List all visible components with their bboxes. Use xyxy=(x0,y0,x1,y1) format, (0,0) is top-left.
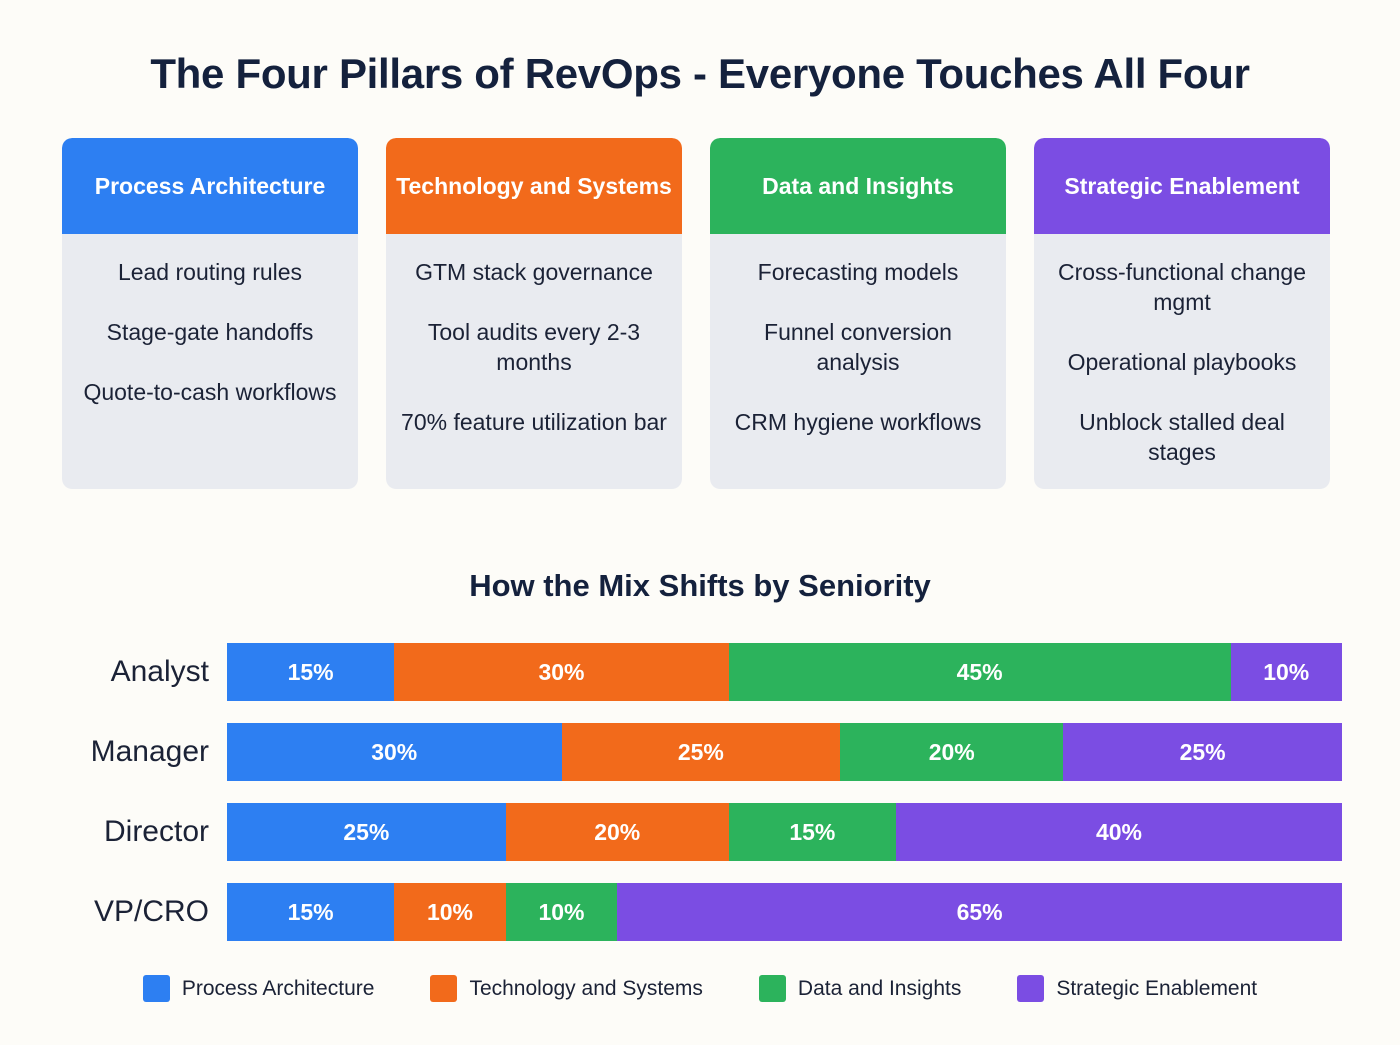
bar-segment: 15% xyxy=(227,883,395,941)
pillar-card-item: CRM hygiene workflows xyxy=(734,408,982,435)
legend-swatch-icon xyxy=(430,975,458,1002)
pillar-card-item: Forecasting models xyxy=(757,259,959,285)
pillar-card: Process Architecture Lead routing rules St… xyxy=(62,138,358,490)
bar-segment: 10% xyxy=(505,883,618,941)
bar-segment: 15% xyxy=(728,803,896,861)
bar-track: 25% 20% 15% 40% xyxy=(227,803,1342,861)
bar-segment: 40% xyxy=(896,803,1342,861)
pillar-card-item: Unblock stalled deal stages xyxy=(1079,408,1285,465)
chart-bar-row: Director 25% 20% 15% 40% xyxy=(0,792,1400,872)
bar-track: 30% 25% 20% 25% xyxy=(227,723,1342,781)
bar-segment: 45% xyxy=(728,643,1231,701)
pillar-card-body: GTM stack governance Tool audits every 2-… xyxy=(386,234,682,490)
pillar-card-item: Stage-gate handoffs xyxy=(106,318,314,345)
bar-segment: 20% xyxy=(840,723,1064,781)
legend-label: Data and Insights xyxy=(797,976,962,1000)
legend-item[interactable]: Technology and Systems xyxy=(430,975,703,1002)
pillar-card-header: Process Architecture xyxy=(62,138,358,234)
pillar-card-item: Tool audits every 2-3 months xyxy=(427,318,641,375)
pillar-card-body: Cross-functional change mgmt Operational … xyxy=(1034,234,1330,490)
pillar-card-item: Funnel conversion analysis xyxy=(764,318,952,375)
pillar-card-item: Cross-functional change mgmt xyxy=(1057,259,1307,315)
pillar-card-body: Lead routing rules Stage-gate handoffs Quo… xyxy=(62,234,358,490)
pillar-card: Strategic Enablement Cross-functional cha… xyxy=(1034,138,1330,490)
bar-segment: 10% xyxy=(394,883,506,941)
chart-title: How the Mix Shifts by Seniority xyxy=(469,568,931,603)
bar-segment: 20% xyxy=(505,803,729,861)
bar-segment: 25% xyxy=(1063,723,1342,781)
chart-bar-row: Manager 30% 25% 20% 25% xyxy=(0,712,1400,792)
bar-segment: 30% xyxy=(227,723,562,781)
pillar-card-body: Forecasting models Funnel conversion anal… xyxy=(710,234,1006,490)
bar-category-label: VP/CRO xyxy=(93,895,209,928)
pillar-card-header: Technology and Systems xyxy=(386,138,682,234)
chart-bar-row: VP/CRO 15% 10% 10% 65% xyxy=(0,872,1400,952)
legend-item[interactable]: Data and Insights xyxy=(758,975,962,1002)
legend-label: Strategic Enablement xyxy=(1056,976,1258,1000)
stacked-bar-chart: Analyst 15% 30% 45% 10% Manager 30% 25% 20% 25% Di… xyxy=(0,632,1400,952)
pillar-card-header: Data and Insights xyxy=(710,138,1006,234)
bar-category-label: Manager xyxy=(90,735,209,768)
bar-segment: 15% xyxy=(227,643,395,701)
chart-legend: Process Architecture Technology and Syste… xyxy=(0,975,1400,1002)
legend-item[interactable]: Strategic Enablement xyxy=(1017,975,1257,1002)
bar-segment: 25% xyxy=(227,803,506,861)
bar-segment: 65% xyxy=(617,883,1342,941)
pillar-card-item: Quote-to-cash workflows xyxy=(83,378,337,405)
pillar-card-header: Strategic Enablement xyxy=(1034,138,1330,234)
pillar-card-item: Operational playbooks xyxy=(1067,348,1297,375)
legend-label: Technology and Systems xyxy=(469,976,703,1000)
page-title: The Four Pillars of RevOps - Everyone To… xyxy=(150,50,1250,97)
bar-category-label: Analyst xyxy=(110,655,209,688)
legend-swatch-icon xyxy=(142,975,170,1002)
bar-track: 15% 30% 45% 10% xyxy=(227,643,1342,701)
chart-bar-row: Analyst 15% 30% 45% 10% xyxy=(0,632,1400,712)
bar-track: 15% 10% 10% 65% xyxy=(227,883,1342,941)
pillar-card-item: GTM stack governance xyxy=(415,259,653,285)
legend-swatch-icon xyxy=(758,975,786,1002)
pillar-card-grid: Process Architecture Lead routing rules St… xyxy=(62,138,1340,490)
legend-item[interactable]: Process Architecture xyxy=(142,975,375,1002)
pillar-card-item: 70% feature utilization bar xyxy=(401,408,667,435)
bar-category-label: Director xyxy=(103,815,209,848)
pillar-card: Data and Insights Forecasting models Funne… xyxy=(710,138,1006,490)
legend-label: Process Architecture xyxy=(181,976,375,1000)
legend-swatch-icon xyxy=(1017,975,1045,1002)
bar-segment: 25% xyxy=(561,723,841,781)
bar-segment: 10% xyxy=(1230,643,1342,701)
pillar-card-item: Lead routing rules xyxy=(117,259,303,285)
pillar-card: Technology and Systems GTM stack governan… xyxy=(386,138,682,490)
bar-segment: 30% xyxy=(394,643,729,701)
